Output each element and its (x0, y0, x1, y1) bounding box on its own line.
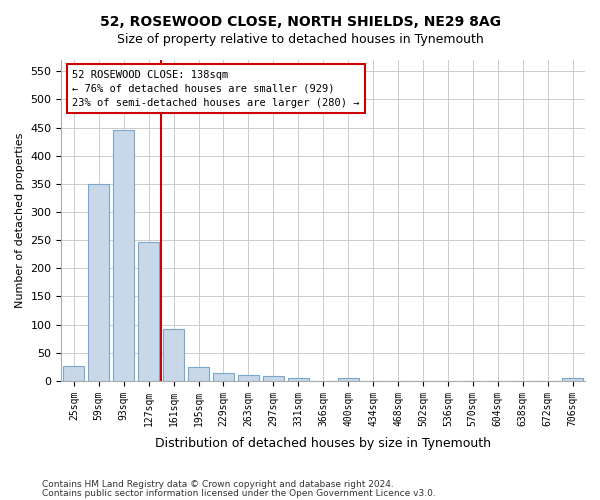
Bar (562, 378, 583, 381)
Bar (263, 376, 284, 381)
Bar (88, 184, 109, 381)
Bar (113, 130, 134, 381)
Text: 52, ROSEWOOD CLOSE, NORTH SHIELDS, NE29 8AG: 52, ROSEWOOD CLOSE, NORTH SHIELDS, NE29 … (100, 15, 500, 29)
Bar (238, 374, 259, 381)
Bar (63, 366, 85, 381)
X-axis label: Distribution of detached houses by size in Tynemouth: Distribution of detached houses by size … (155, 437, 491, 450)
Bar (138, 242, 159, 381)
Text: 52 ROSEWOOD CLOSE: 138sqm
← 76% of detached houses are smaller (929)
23% of semi: 52 ROSEWOOD CLOSE: 138sqm ← 76% of detac… (72, 70, 359, 108)
Y-axis label: Number of detached properties: Number of detached properties (15, 133, 25, 308)
Text: Contains public sector information licensed under the Open Government Licence v3: Contains public sector information licen… (42, 489, 436, 498)
Bar (213, 373, 234, 381)
Bar (287, 378, 309, 381)
Bar (338, 378, 359, 381)
Bar (163, 328, 184, 381)
Bar (188, 367, 209, 381)
Text: Size of property relative to detached houses in Tynemouth: Size of property relative to detached ho… (116, 32, 484, 46)
Text: Contains HM Land Registry data © Crown copyright and database right 2024.: Contains HM Land Registry data © Crown c… (42, 480, 394, 489)
